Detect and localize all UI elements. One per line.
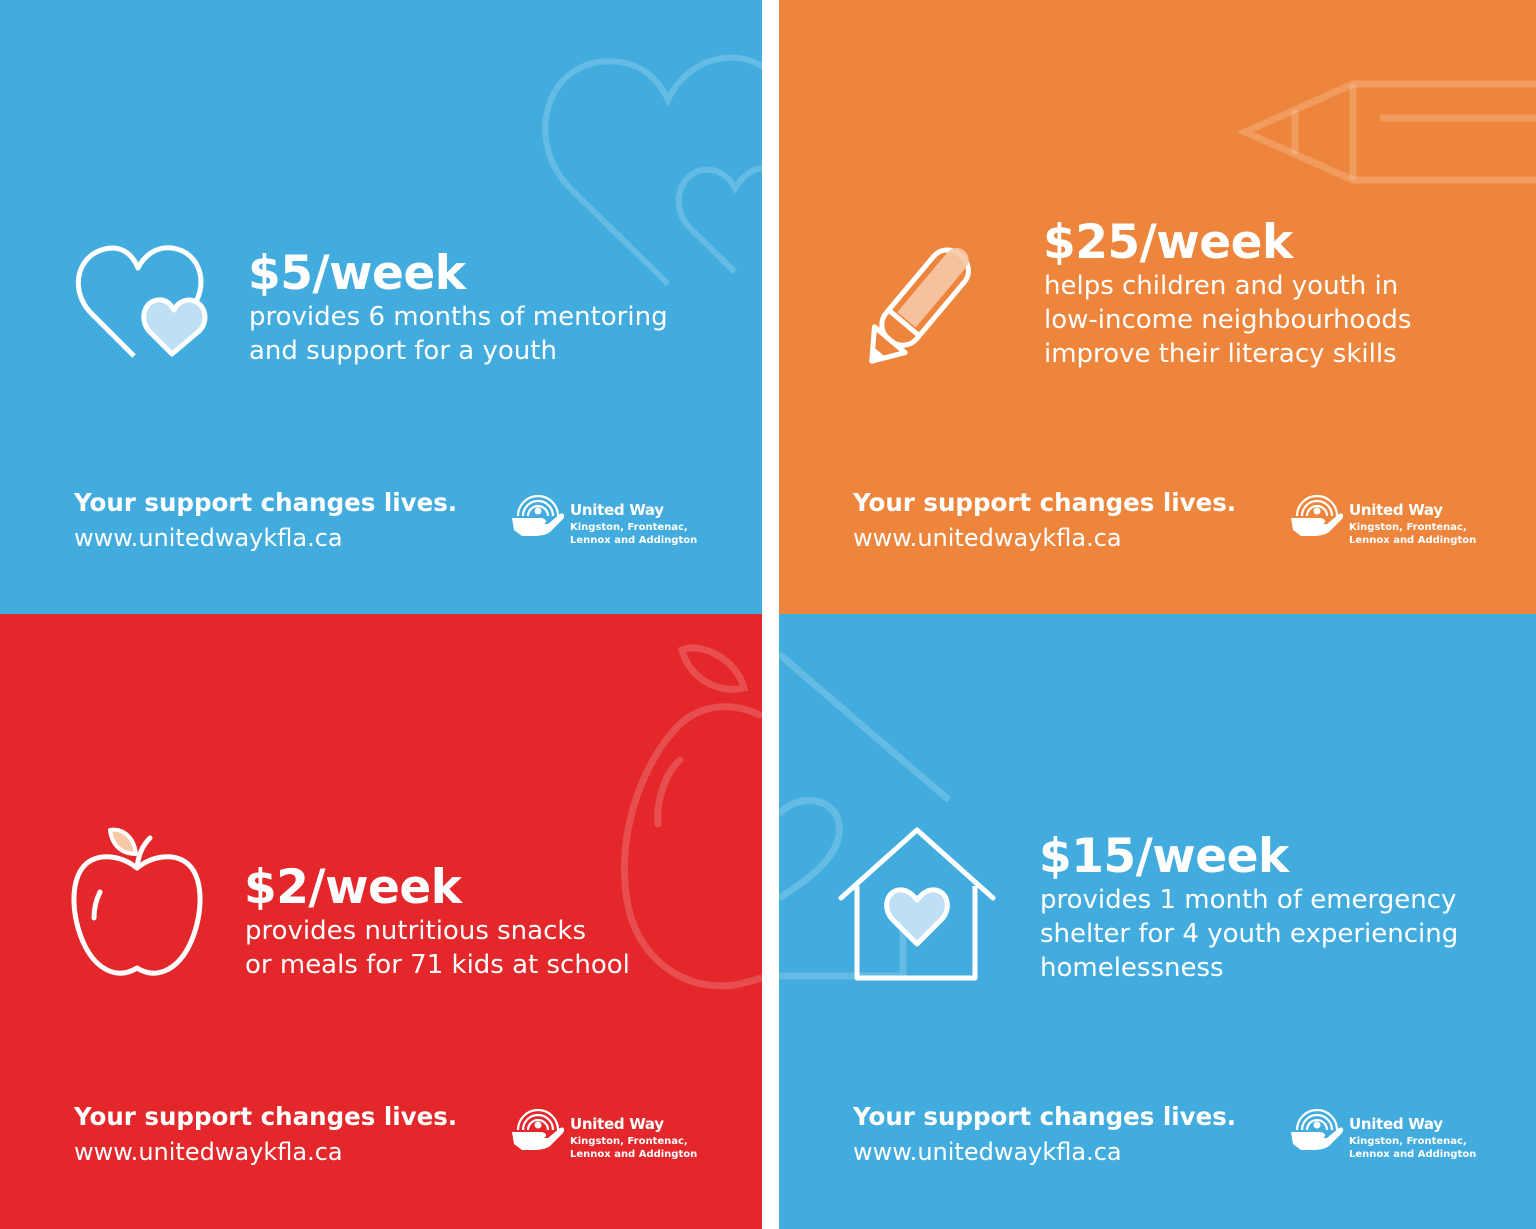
logo-subtitle: Kingston, Frontenac, Lennox and Addingto… [570,1135,697,1161]
logo-subtitle-line: Kingston, Frontenac, [1349,1136,1467,1147]
logo-name: United Way [1349,501,1443,519]
website-link[interactable]: www.unitedwaykfla.ca [853,524,1122,552]
logo-subtitle: Kingston, Frontenac, Lennox and Addingto… [570,521,697,547]
united-way-logo: United Way Kingston, Frontenac, Lennox a… [1289,1098,1489,1168]
house-heart-icon [838,827,996,981]
card-background [0,0,762,614]
description-line: provides nutritious snacks [245,916,586,946]
united-way-logo: United Way Kingston, Frontenac, Lennox a… [510,1098,710,1168]
description-line: provides 1 month of emergency [1040,885,1457,915]
website-link[interactable]: www.unitedwaykfla.ca [74,1138,343,1166]
united-way-hand-icon [512,494,565,536]
watermark-heart-icon [542,54,762,287]
website-link[interactable]: www.unitedwaykfla.ca [853,1138,1122,1166]
logo-subtitle-line: Lennox and Addington [570,535,698,546]
pencil-icon [869,247,971,364]
donation-card-literacy: $25/week helps children and youth in low… [779,0,1536,614]
united-way-hand-icon [512,1108,565,1150]
description-line: or meals for 71 kids at school [245,950,630,980]
logo-subtitle-line: Kingston, Frontenac, [1349,522,1467,533]
logo-subtitle-line: Kingston, Frontenac, [570,522,688,533]
logo-subtitle: Kingston, Frontenac, Lennox and Addingto… [1349,1135,1476,1161]
website-link[interactable]: www.unitedwaykfla.ca [74,524,343,552]
price-heading: $5/week [248,246,466,301]
description: provides nutritious snacks or meals for … [245,914,630,982]
logo-subtitle-line: Lennox and Addington [570,1149,698,1160]
united-way-logo: United Way Kingston, Frontenac, Lennox a… [1289,484,1489,554]
donation-card-shelter: $15/week provides 1 month of emergency s… [779,614,1536,1229]
donation-card-nutrition: $2/week provides nutritious snacks or me… [0,614,762,1229]
tagline: Your support changes lives. [74,1102,458,1131]
description-line: helps children and youth in [1044,271,1399,301]
card-fill [0,614,762,1229]
tagline: Your support changes lives. [853,488,1237,517]
description-line: low-income neighbourhoods [1044,305,1412,335]
description: provides 1 month of emergency shelter fo… [1040,883,1458,985]
price-heading: $2/week [244,860,462,915]
card-fill [0,0,762,614]
description: provides 6 months of mentoring and suppo… [249,300,668,368]
card-background [0,614,762,1229]
double-heart-icon [75,245,208,358]
price-heading: $15/week [1039,829,1289,884]
logo-subtitle: Kingston, Frontenac, Lennox and Addingto… [1349,521,1476,547]
united-way-logo: United Way Kingston, Frontenac, Lennox a… [510,484,710,554]
price-heading: $25/week [1043,215,1293,270]
logo-name: United Way [570,501,664,519]
united-way-hand-icon [1291,494,1344,536]
logo-name: United Way [1349,1115,1443,1133]
tagline: Your support changes lives. [74,488,458,517]
apple-icon [71,827,203,976]
description-line: improve their literacy skills [1044,339,1397,369]
logo-subtitle-line: Lennox and Addington [1349,1149,1477,1160]
donation-card-mentoring: $5/week provides 6 months of mentoring a… [0,0,762,614]
watermark-pencil-icon [1236,80,1536,184]
logo-name: United Way [570,1115,664,1133]
description: helps children and youth in low-income n… [1044,269,1411,371]
logo-subtitle-line: Lennox and Addington [1349,535,1477,546]
logo-subtitle-line: Kingston, Frontenac, [570,1136,688,1147]
description-line: provides 6 months of mentoring [249,302,668,332]
united-way-hand-icon [1291,1108,1344,1150]
description-line: homelessness [1040,953,1224,983]
description-line: shelter for 4 youth experiencing [1040,919,1459,949]
watermark-apple-icon [620,644,762,990]
tagline: Your support changes lives. [853,1102,1237,1131]
description-line: and support for a youth [249,336,557,366]
